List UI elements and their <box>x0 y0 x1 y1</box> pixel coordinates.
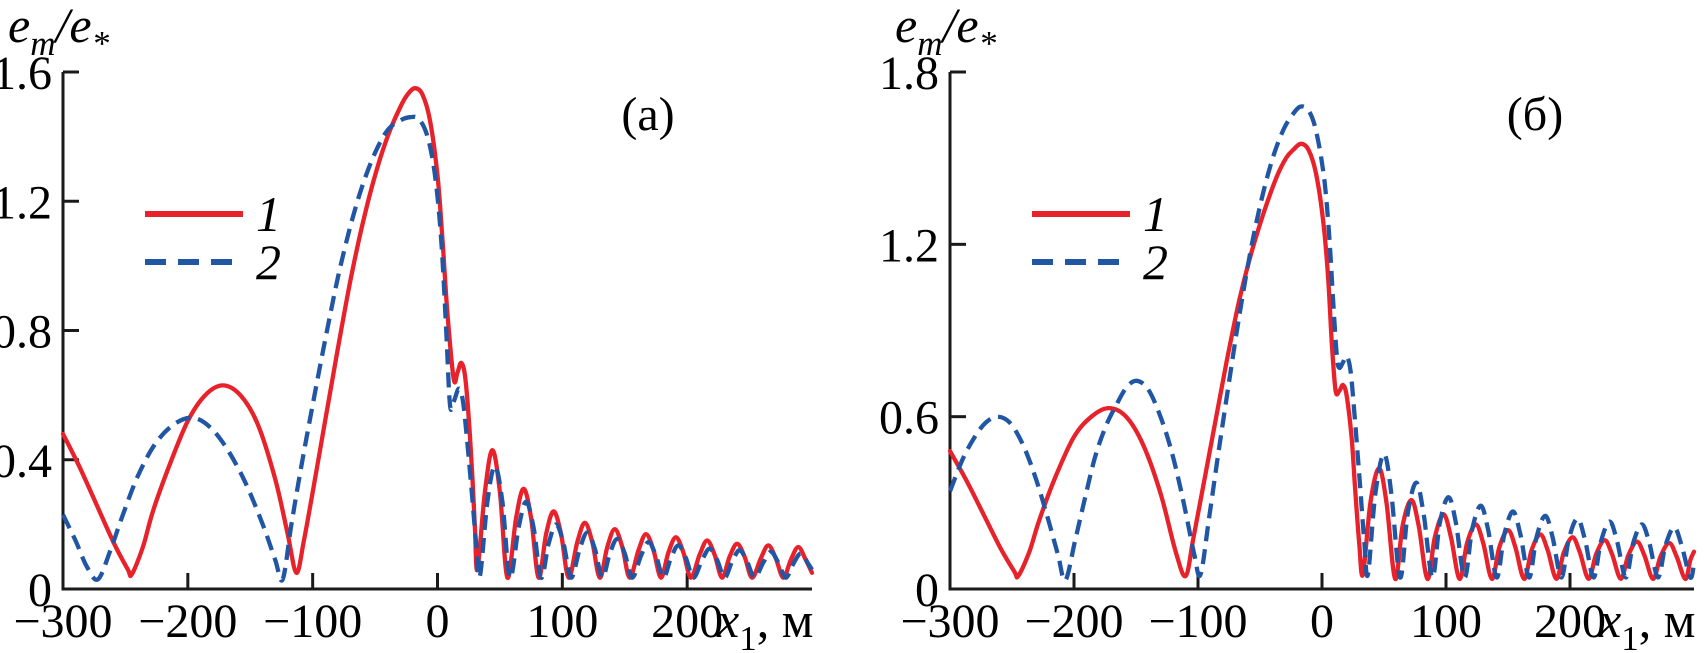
x-tick-label: −300 <box>13 595 112 648</box>
x-tick-label: −300 <box>900 595 999 648</box>
axes <box>948 72 1694 591</box>
panel-label: (б) <box>1507 88 1563 141</box>
axes <box>61 72 812 591</box>
y-tick-label: 0.6 <box>879 392 939 445</box>
legend-label-2: 2 <box>256 234 281 290</box>
y-tick-label: 0 <box>915 564 939 617</box>
y-tick-label: 0.4 <box>0 435 52 488</box>
y-tick-label: 1.2 <box>0 176 52 229</box>
legend: 12 <box>1032 186 1168 290</box>
y-tick-label: 0 <box>28 564 52 617</box>
x-tick-label: 0 <box>1310 595 1334 648</box>
y-tick-label: 0.8 <box>0 306 52 359</box>
curve-series-1 <box>947 141 1697 582</box>
chart-b-svg: 0 0.6 1.2 1.8 −300 −200 −100 0 100 200 em/e* x1, м (… <box>879 0 1697 653</box>
x-tick-label: −200 <box>1024 595 1123 648</box>
x-tick-label: 100 <box>526 595 598 648</box>
x-tick-label: −100 <box>1148 595 1247 648</box>
x-tick-label: 200 <box>1534 595 1606 648</box>
curve-series-2 <box>61 114 814 583</box>
y-axis-title: em/e* <box>895 0 997 63</box>
y-tick-label: 1.6 <box>0 47 52 100</box>
legend-label-1: 1 <box>1143 186 1168 242</box>
chart-a-svg: 0 0.4 0.8 1.2 1.6 −300 −200 −100 0 100 200 em/e* x1,… <box>0 0 815 653</box>
x-tick-label: 0 <box>426 595 450 648</box>
y-tick-label: 1.8 <box>879 47 939 100</box>
legend-label-1: 1 <box>256 186 281 242</box>
curve-series-1 <box>60 86 815 580</box>
chart-panel-a: 0 0.4 0.8 1.2 1.6 −300 −200 −100 0 100 200 em/e* x1,… <box>0 0 815 653</box>
y-axis-title: em/e* <box>8 0 110 63</box>
chart-panel-b: 0 0.6 1.2 1.8 −300 −200 −100 0 100 200 em/e* x1, м (… <box>852 0 1704 653</box>
legend: 12 <box>145 186 281 290</box>
x-tick-label: 100 <box>1410 595 1482 648</box>
panel-label: (а) <box>621 88 674 141</box>
x-axis-title: x1, м <box>716 592 813 653</box>
curve-series-2 <box>948 104 1697 583</box>
x-axis-title: x1, м <box>1598 592 1695 653</box>
x-tick-label: −100 <box>263 595 362 648</box>
x-tick-label: −200 <box>138 595 237 648</box>
x-tick-label: 200 <box>651 595 723 648</box>
legend-label-2: 2 <box>1143 234 1168 290</box>
y-tick-label: 1.2 <box>879 219 939 272</box>
